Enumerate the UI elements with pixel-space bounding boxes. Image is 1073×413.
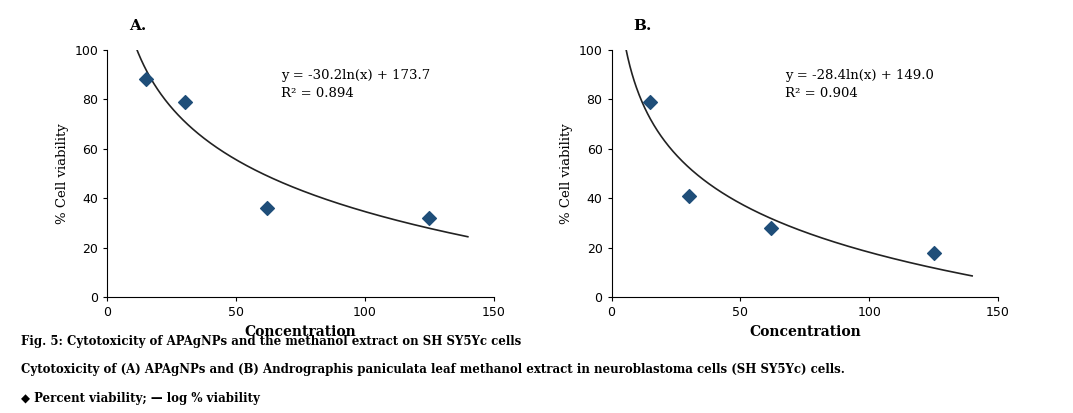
Y-axis label: % Cell viability: % Cell viability: [560, 123, 573, 224]
Point: [421, 215, 438, 221]
Text: A.: A.: [129, 19, 146, 33]
Point: [642, 98, 659, 105]
Text: Fig. 5: Cytotoxicity of APAgNPs and the methanol extract on SH SY5Yc cells: Fig. 5: Cytotoxicity of APAgNPs and the …: [21, 335, 521, 347]
Y-axis label: % Cell viability: % Cell viability: [56, 123, 69, 224]
X-axis label: Concentration: Concentration: [245, 325, 356, 339]
Point: [259, 205, 276, 211]
Text: Cytotoxicity of (A) APAgNPs and (B) Andrographis paniculata leaf methanol extrac: Cytotoxicity of (A) APAgNPs and (B) Andr…: [21, 363, 846, 376]
Text: B.: B.: [633, 19, 651, 33]
Point: [137, 76, 155, 83]
Point: [680, 192, 697, 199]
Point: [763, 225, 780, 231]
Text: y = -30.2ln(x) + 173.7
R² = 0.894: y = -30.2ln(x) + 173.7 R² = 0.894: [281, 69, 430, 100]
Point: [176, 98, 193, 105]
Point: [925, 249, 942, 256]
X-axis label: Concentration: Concentration: [749, 325, 861, 339]
Text: ◆ Percent viability; — log % viability: ◆ Percent viability; — log % viability: [21, 392, 261, 405]
Text: y = -28.4ln(x) + 149.0
R² = 0.904: y = -28.4ln(x) + 149.0 R² = 0.904: [785, 69, 935, 100]
